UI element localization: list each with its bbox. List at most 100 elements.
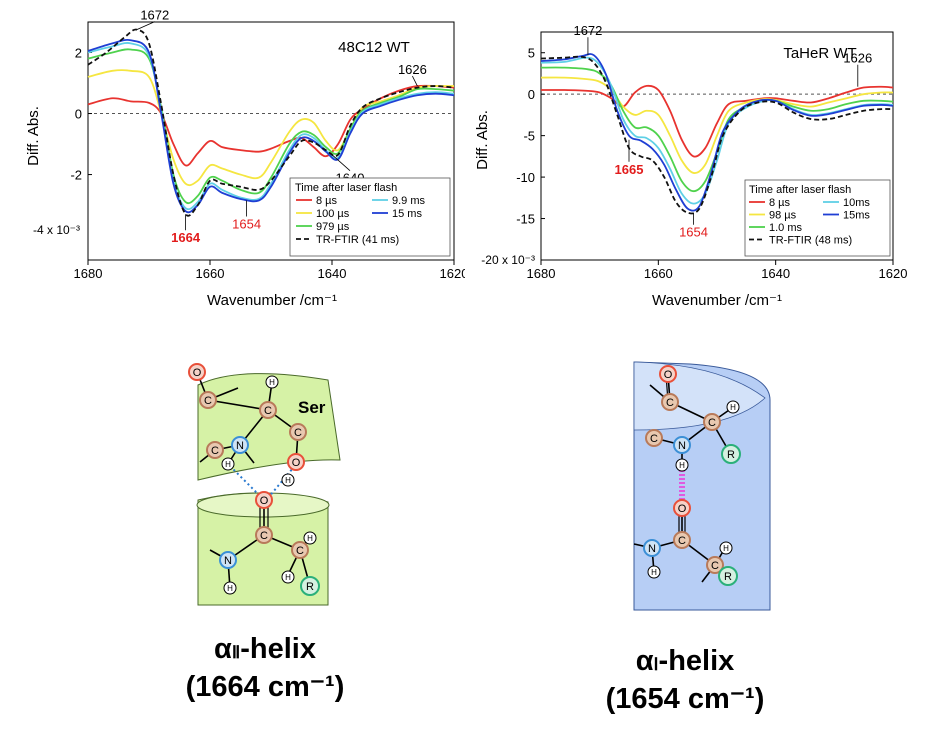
svg-text:C: C — [294, 427, 302, 439]
svg-text:H: H — [285, 476, 291, 485]
x-tick-label: 1620 — [440, 266, 465, 281]
chart-title: TaHeR WT — [783, 45, 856, 62]
legend-entry: 15 ms — [392, 208, 422, 220]
svg-text:O: O — [193, 367, 202, 379]
svg-text:C: C — [204, 395, 212, 407]
x-tick-label: 1660 — [196, 266, 225, 281]
atom-carbon: C — [673, 531, 691, 549]
atom-hydrogen: H — [675, 458, 689, 472]
atom-r-group: R — [721, 444, 741, 464]
x-axis-label: Wavenumber /cm⁻¹ — [652, 292, 782, 309]
plot-frame — [87, 21, 455, 261]
atom-carbon: C — [199, 391, 217, 409]
legend-entry: TR-FTIR (48 ms) — [769, 235, 852, 247]
atom-carbon: C — [645, 429, 663, 447]
chart-taher: 5 0 -5 -10 -15 1680 1660 1640 1620 1672 1626 1665… — [474, 23, 907, 309]
svg-text:H: H — [723, 544, 729, 553]
svg-text:C: C — [666, 397, 674, 409]
series-line — [540, 55, 894, 215]
atom-r-group: R — [300, 576, 320, 596]
legend-entry: 10ms — [843, 197, 870, 209]
alpha1-caption: αⅠ-helix (1654 cm⁻¹) — [570, 644, 800, 716]
series-line — [87, 28, 455, 217]
svg-text:C: C — [296, 545, 304, 557]
alpha2-helix-diagram: O C C H C N C H O H O C C H N H H R Ser — [188, 363, 341, 606]
y-scale-label: -4 x 10⁻³ — [33, 223, 80, 237]
atom-r-group: R — [718, 566, 738, 586]
svg-text:C: C — [650, 433, 658, 445]
svg-text:O: O — [292, 457, 301, 469]
legend-entry: 8 µs — [316, 195, 338, 207]
alpha1-helix-diagram: O C C H R N C H O C N H C H R — [633, 361, 771, 611]
atom-oxygen: O — [287, 453, 305, 471]
annotation-leader — [331, 154, 351, 172]
svg-text:R: R — [727, 449, 735, 461]
y-tick-label: 0 — [528, 87, 535, 102]
y-tick-label: 0 — [75, 107, 82, 122]
legend-entry: 15ms — [843, 210, 870, 222]
x-axis-label: Wavenumber /cm⁻¹ — [207, 292, 337, 309]
alpha2-caption: αⅡ-helix (1664 cm⁻¹) — [150, 632, 380, 704]
svg-text:H: H — [269, 378, 275, 387]
atom-nitrogen: N — [643, 539, 661, 557]
x-tick-label: 1680 — [527, 266, 556, 281]
series-line — [87, 69, 455, 187]
svg-text:N: N — [224, 555, 232, 567]
svg-text:R: R — [306, 581, 314, 593]
atom-nitrogen: N — [673, 436, 691, 454]
svg-text:C: C — [211, 445, 219, 457]
atom-hydrogen: H — [221, 457, 235, 471]
y-tick-label: 2 — [75, 46, 82, 61]
series-line — [540, 53, 894, 212]
legend-box — [289, 177, 451, 257]
alpha2-caption-freq: (1664 cm⁻¹) — [185, 671, 345, 703]
svg-text:H: H — [307, 534, 313, 543]
atom-oxygen: O — [673, 499, 691, 517]
legend: Time after laser flash 8 µs 9.9 ms 100 µs 1… — [289, 177, 451, 257]
svg-text:O: O — [664, 369, 673, 381]
atom-hydrogen: H — [281, 570, 295, 584]
alpha1-caption-freq: (1654 cm⁻¹) — [605, 683, 765, 715]
atom-hydrogen: H — [719, 541, 733, 555]
legend-entry: 1.0 ms — [769, 222, 803, 234]
svg-text:C: C — [708, 417, 716, 429]
y-axis-label: Diff. Abs. — [25, 106, 42, 166]
atom-carbon: C — [255, 526, 273, 544]
svg-text:H: H — [225, 460, 231, 469]
series-line — [540, 66, 894, 193]
legend-box — [744, 179, 891, 257]
svg-text:C: C — [260, 530, 268, 542]
alpha2-caption-name: αⅡ-helix — [214, 633, 316, 665]
peak-annotation: 1672 — [573, 23, 602, 38]
y-tick-label: -15 — [516, 212, 535, 227]
svg-text:H: H — [651, 568, 657, 577]
atom-oxygen: O — [659, 365, 677, 383]
alpha1-caption-name: αⅠ-helix — [635, 645, 735, 677]
y-tick-label: -5 — [523, 129, 535, 144]
atom-carbon: C — [289, 423, 307, 441]
legend-entry: TR-FTIR (41 ms) — [316, 234, 399, 246]
legend-entry: 8 µs — [769, 197, 791, 209]
plot-frame — [540, 31, 894, 261]
y-scale-label: -20 x 10⁻³ — [481, 253, 535, 267]
helix-cylinder-upper — [197, 373, 341, 481]
atom-carbon: C — [259, 401, 277, 419]
annotation-leader — [136, 21, 155, 30]
svg-text:C: C — [678, 535, 686, 547]
svg-text:C: C — [711, 560, 719, 572]
y-tick-label: -10 — [516, 170, 535, 185]
atom-carbon: C — [706, 556, 724, 574]
atom-hydrogen: H — [303, 531, 317, 545]
legend-entry: 979 µs — [316, 221, 350, 233]
x-tick-label: 1640 — [761, 266, 790, 281]
residue-label: Ser — [298, 398, 326, 417]
atom-hydrogen: H — [281, 473, 295, 487]
atom-hydrogen: H — [647, 565, 661, 579]
series-line — [87, 38, 455, 214]
chart-title: 48C12 WT — [338, 39, 410, 56]
atom-carbon: C — [291, 541, 309, 559]
peak-annotation: 1664 — [171, 230, 201, 245]
atom-nitrogen: N — [231, 436, 249, 454]
legend-title: Time after laser flash — [295, 182, 397, 194]
